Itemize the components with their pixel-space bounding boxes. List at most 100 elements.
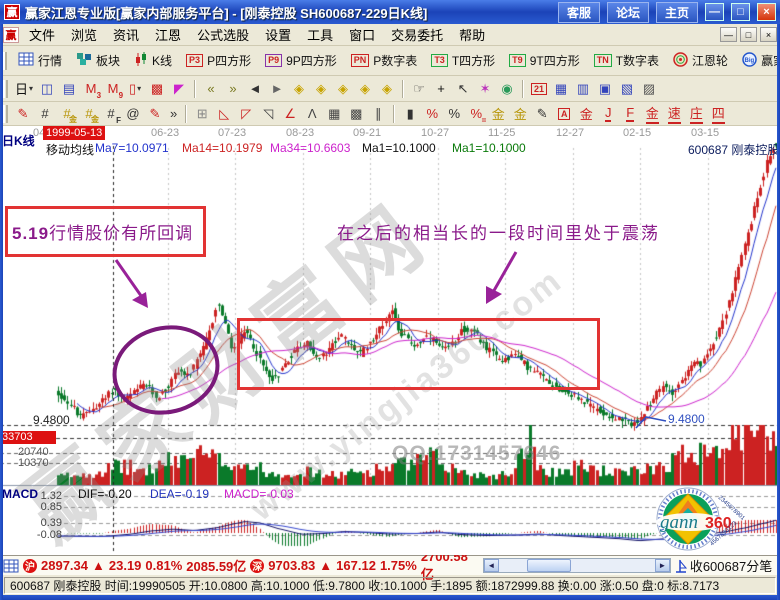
gann-grid-gold-icon[interactable]: # 金 xyxy=(63,106,77,124)
shenzhen-index-icon[interactable]: 深 xyxy=(250,558,265,573)
menu-item-5[interactable]: 公式选股 xyxy=(197,28,250,43)
gann-wheel-button[interactable]: 江恩轮 xyxy=(666,49,735,73)
printer-icon[interactable]: ▨ xyxy=(642,80,656,96)
gold-line-icon[interactable]: 金 xyxy=(641,104,663,124)
kline-button[interactable]: K线 xyxy=(127,49,179,73)
tick-trade-panel-toggle[interactable]: 收600687分笔 xyxy=(675,556,772,575)
box-select-icon[interactable]: ⊞ xyxy=(196,105,208,121)
menu-item-4[interactable]: 江恩 xyxy=(155,28,182,43)
prev-icon[interactable]: ◄ xyxy=(248,81,262,96)
quote-grid-icon[interactable] xyxy=(3,559,19,573)
menu-item-1[interactable]: 文件 xyxy=(29,28,56,43)
gold-lines-icon[interactable]: 金 xyxy=(513,107,527,122)
diamond-expand-icon[interactable]: ◈ xyxy=(338,80,349,96)
maximize-button[interactable]: □ xyxy=(731,3,750,21)
scrollbar-thumb[interactable] xyxy=(526,559,571,572)
toolbar3-drag-handle[interactable] xyxy=(3,104,8,123)
banker-line-icon[interactable]: 庄 xyxy=(685,104,707,124)
diamond-left-icon[interactable]: ◈ xyxy=(294,80,305,96)
shanghai-index-icon[interactable]: 沪 xyxy=(23,558,37,573)
toolbar-drag-handle[interactable] xyxy=(3,51,7,70)
pattern-icon[interactable]: ▩ xyxy=(150,80,164,96)
menu-item-8[interactable]: 窗口 xyxy=(349,28,376,43)
doc-minimize-button[interactable]: — xyxy=(720,27,737,42)
scroll-left-arrow[interactable]: ◄ xyxy=(483,559,499,572)
quotes-button[interactable]: 行情 xyxy=(11,49,69,73)
menu-item-3[interactable]: 资讯 xyxy=(113,28,140,43)
notebook-icon[interactable]: ▥ xyxy=(576,80,590,96)
forum-button[interactable]: 论坛 xyxy=(606,1,649,23)
spiral-icon[interactable]: @ xyxy=(126,106,140,121)
p-square-button[interactable]: P3 P四方形 xyxy=(179,49,258,73)
minimize-button[interactable]: — xyxy=(705,3,724,21)
bars-icon[interactable]: ▮ xyxy=(406,105,414,121)
close-button[interactable]: × xyxy=(757,3,776,21)
toolbar2-drag-handle[interactable] xyxy=(3,79,8,98)
percent-icon[interactable]: % xyxy=(448,106,461,121)
hand-icon[interactable]: ☞ xyxy=(413,80,425,96)
next-icon[interactable]: ► xyxy=(270,81,284,96)
grid-fine-icon[interactable]: ▦ xyxy=(328,105,341,121)
pencil-icon[interactable]: ✎ xyxy=(17,105,29,121)
save-icon[interactable]: ▣ xyxy=(598,80,612,96)
gann-grid-f-icon[interactable]: # F xyxy=(107,106,121,125)
last-page-icon[interactable]: » xyxy=(229,81,237,96)
angle-lines-icon[interactable]: ∠ xyxy=(284,105,297,121)
gold-a-icon[interactable]: A xyxy=(553,104,575,124)
menu-item-10[interactable]: 帮助 xyxy=(459,28,486,43)
brain-icon[interactable]: ◉ xyxy=(501,80,513,96)
calendar-icon[interactable]: 21 xyxy=(528,79,550,99)
diamond-shrink-icon[interactable]: ◈ xyxy=(360,80,371,96)
zoom-region-icon[interactable]: ◫ xyxy=(40,80,54,96)
p9-square-button[interactable]: P9 9P四方形 xyxy=(258,49,344,73)
single-kline-icon[interactable]: ▯ ▾ xyxy=(128,80,142,96)
percent-lines-icon[interactable]: % = xyxy=(470,106,487,125)
kline-period-button[interactable]: 日 ▾ xyxy=(15,82,34,97)
info-panel-icon[interactable]: ▤ xyxy=(62,80,76,96)
homepage-button[interactable]: 主页 xyxy=(655,1,698,23)
fan-lines-icon[interactable]: ◺ xyxy=(219,105,230,121)
gann-grid-icon[interactable]: # xyxy=(41,106,49,121)
fan-square-icon[interactable]: ◸ xyxy=(241,105,252,121)
brush-bars-icon[interactable]: ✎ xyxy=(536,105,548,121)
gold-red-icon[interactable]: 金 xyxy=(579,107,593,122)
j-line-icon[interactable]: J xyxy=(604,105,612,122)
t9-square-button[interactable]: T9 9T四方形 xyxy=(502,49,587,73)
zigzag-icon[interactable]: Λ xyxy=(307,106,317,121)
gold-circle-icon[interactable]: 金 xyxy=(491,107,505,122)
pencil-grid-icon[interactable]: ✎ xyxy=(149,105,161,121)
blocks-button[interactable]: 板块 xyxy=(69,49,127,73)
crosshair-icon[interactable]: + xyxy=(437,81,445,96)
p-table-button[interactable]: PN P数字表 xyxy=(344,49,425,73)
flag-icon[interactable]: ◤ xyxy=(174,80,185,96)
four-line-icon[interactable]: 四 xyxy=(707,104,729,124)
winner-wheel-button[interactable]: Big赢家轮 xyxy=(735,49,780,73)
t-square-button[interactable]: T3 T四方形 xyxy=(424,49,502,73)
menu-item-9[interactable]: 交易委托 xyxy=(391,28,444,43)
t-table-button[interactable]: TN T数字表 xyxy=(587,49,666,73)
diamond-up-icon[interactable]: ◈ xyxy=(382,80,393,96)
magic-icon[interactable]: ✶ xyxy=(479,80,491,96)
fan-square-dark-icon[interactable]: ◹ xyxy=(263,105,274,121)
parallel-icon[interactable]: ∥ xyxy=(374,105,382,121)
percent7-icon[interactable]: % xyxy=(426,106,439,121)
customer-service-button[interactable]: 客服 xyxy=(557,1,600,23)
menu-item-7[interactable]: 工具 xyxy=(307,28,334,43)
ticker-scrollbar[interactable]: ◄ ► xyxy=(482,558,671,573)
macd-indicator-label[interactable]: MACD xyxy=(2,487,38,501)
menu-item-2[interactable]: 浏览 xyxy=(71,28,98,43)
calculator-icon[interactable]: ▦ xyxy=(554,80,568,96)
network-icon[interactable]: ▧ xyxy=(620,80,634,96)
pointer-icon[interactable]: ↖ xyxy=(457,80,469,96)
doc-restore-button[interactable]: □ xyxy=(740,27,757,42)
kline-chart-canvas[interactable] xyxy=(0,126,780,555)
speed-line-icon[interactable]: 速 xyxy=(663,104,685,124)
scroll-right-arrow[interactable]: ► xyxy=(654,559,670,572)
grid-dense-icon[interactable]: ▩ xyxy=(350,105,363,121)
f-line-icon[interactable]: F xyxy=(626,105,635,122)
gann-grid-gold2-icon[interactable]: # 金 xyxy=(85,106,99,124)
first-page-icon[interactable]: « xyxy=(207,81,215,96)
toolbar3-overflow-button[interactable]: » xyxy=(170,106,178,121)
